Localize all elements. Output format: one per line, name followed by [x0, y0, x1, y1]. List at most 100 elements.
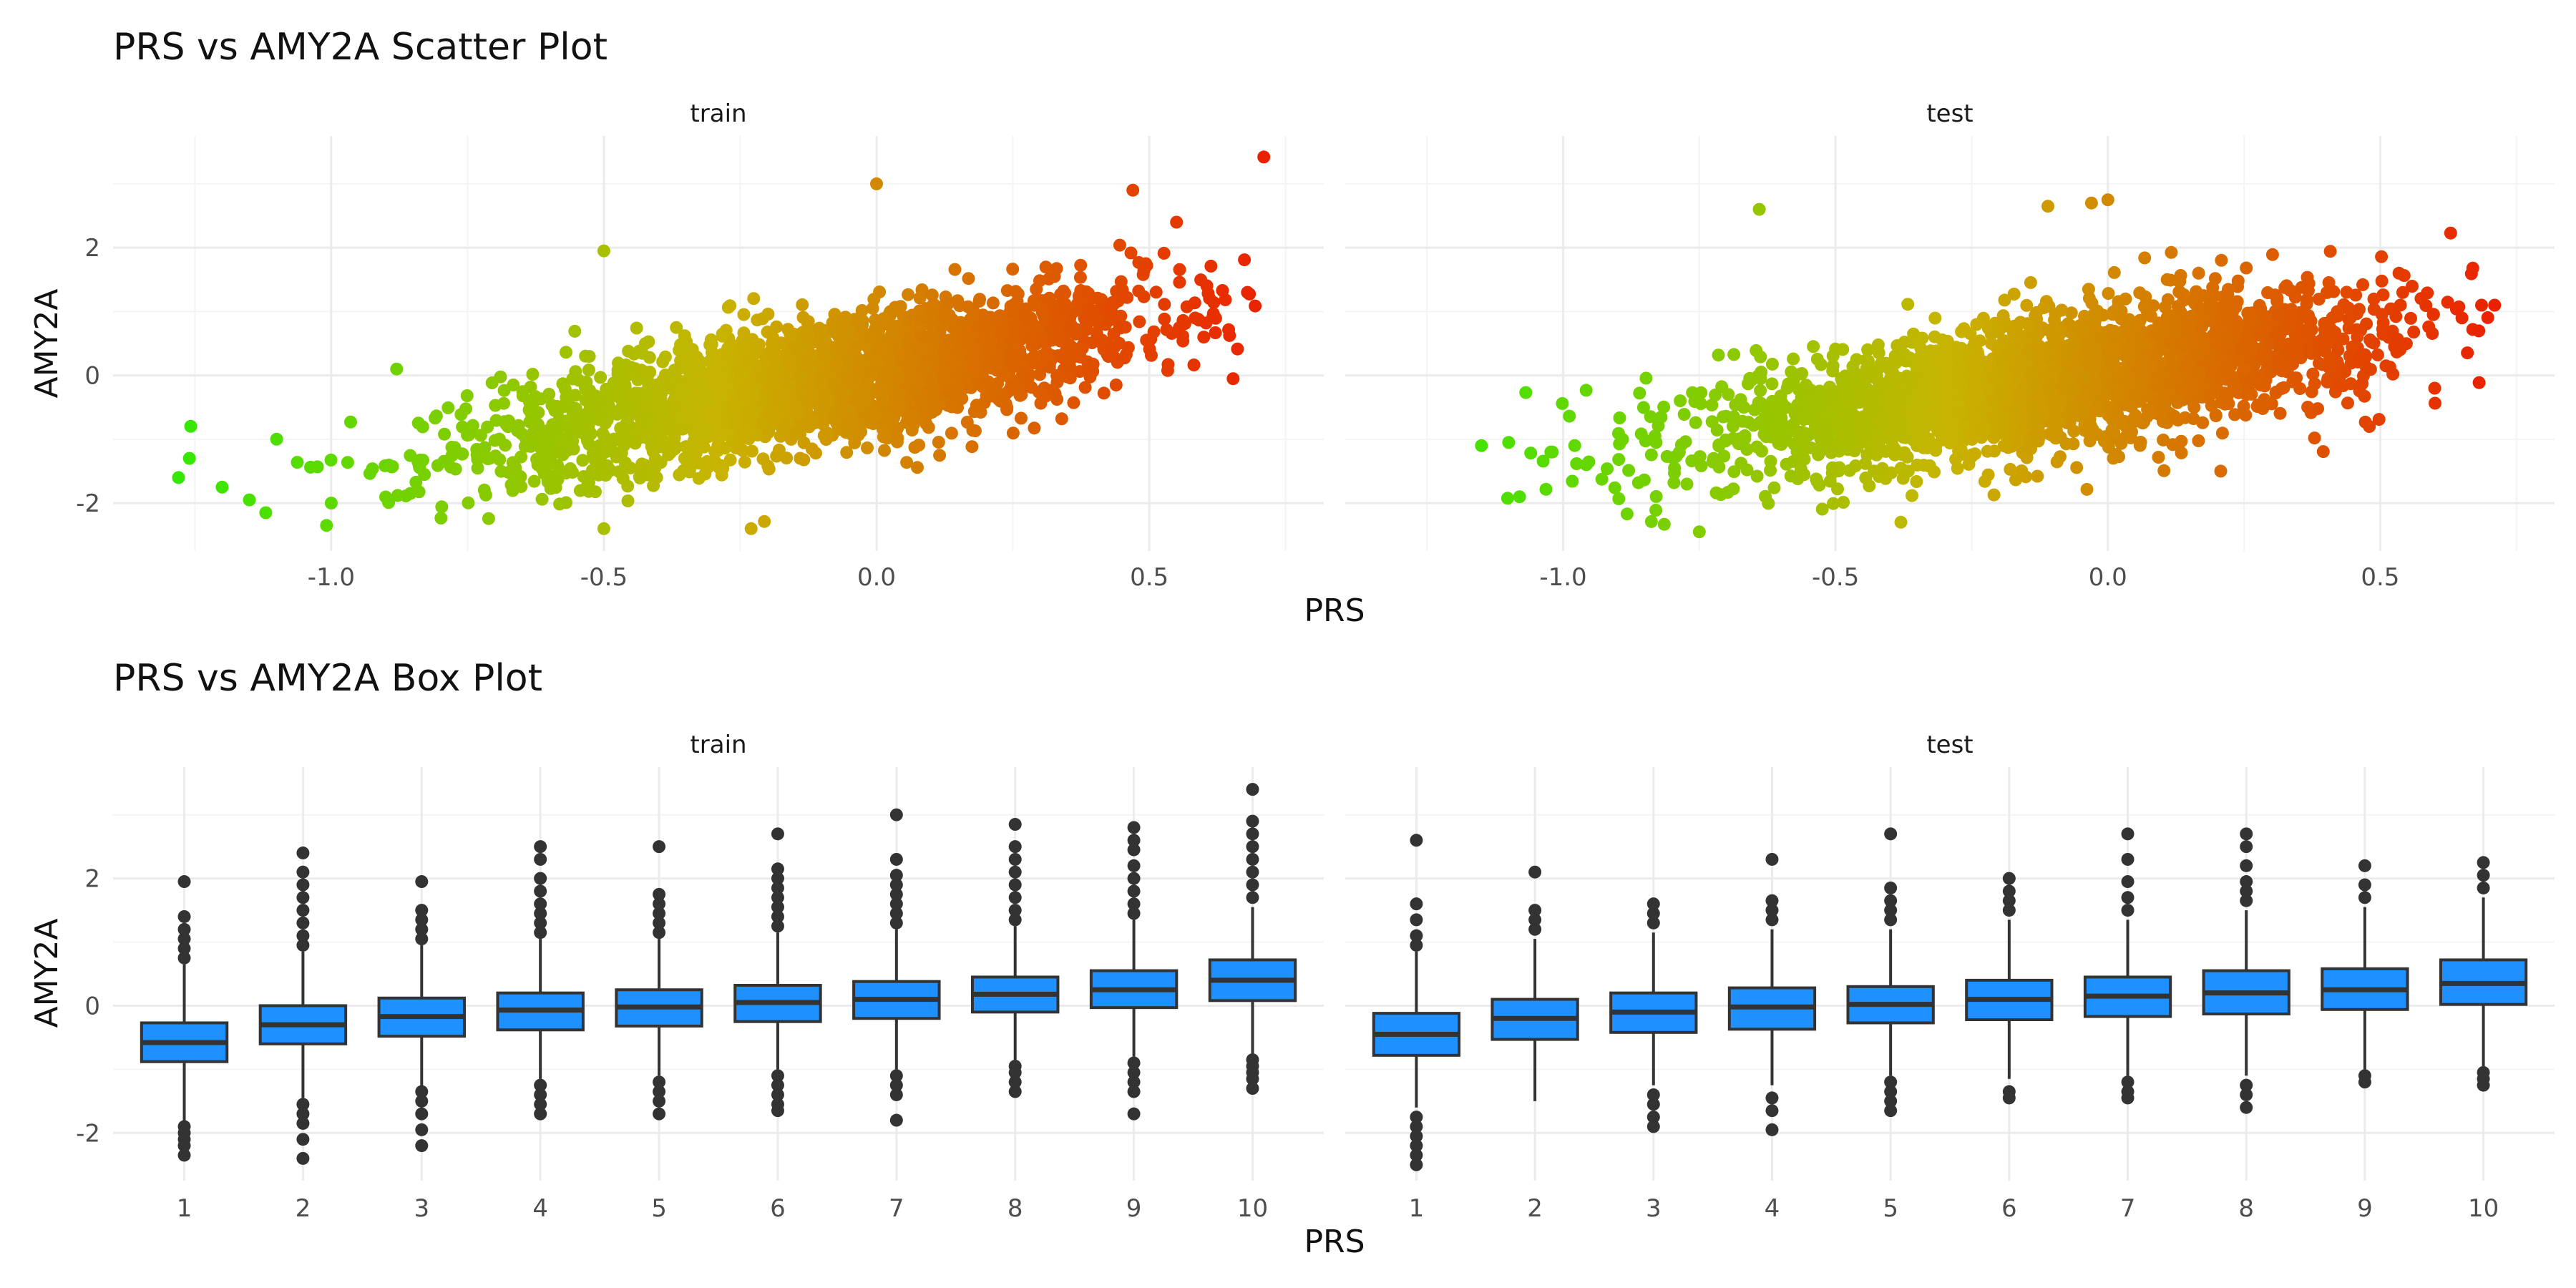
scatter-point: [494, 370, 507, 384]
scatter-point: [592, 454, 606, 467]
scatter-point: [809, 447, 822, 460]
scatter-point: [1622, 464, 1636, 477]
scatter-point: [956, 333, 970, 346]
scatter-point: [1524, 447, 1538, 460]
scatter-point: [714, 459, 728, 472]
scatter-point: [2167, 360, 2180, 374]
scatter-point: [603, 464, 617, 477]
scatter-point: [1039, 336, 1053, 350]
scatter-point: [827, 412, 841, 426]
scatter-point: [1086, 357, 1100, 371]
scatter-point: [2386, 367, 2400, 381]
scatter-point: [489, 414, 503, 427]
scatter-point: [243, 493, 256, 507]
scatter-point: [1133, 315, 1146, 328]
scatter-point: [999, 397, 1013, 411]
scatter-point: [835, 385, 849, 399]
scatter-point: [804, 389, 818, 403]
scatter-point: [712, 370, 726, 384]
scatter-point: [1033, 274, 1046, 288]
scatter-point: [324, 453, 338, 467]
scatter-point: [2016, 388, 2030, 401]
scatter-point: [933, 449, 947, 462]
scatter-point: [399, 489, 413, 502]
scatter-point: [1794, 367, 1807, 381]
scatter-point: [1608, 481, 1621, 494]
scatter-point: [818, 386, 831, 400]
scatter-point: [796, 311, 810, 324]
scatter-point: [1928, 311, 1942, 325]
scatter-point: [607, 376, 620, 390]
scatter-point: [791, 408, 805, 421]
scatter-point: [1968, 337, 1981, 351]
scatter-point: [784, 327, 797, 341]
scatter-point: [546, 418, 560, 431]
scatter-point: [1536, 454, 1550, 468]
scatter-point: [694, 375, 708, 389]
scatter-point: [942, 333, 956, 347]
scatter-point: [1006, 426, 1020, 440]
scatter-point: [382, 458, 396, 472]
scatter-point: [1114, 309, 1128, 323]
scatter-point: [1649, 504, 1663, 517]
scatter-point: [2301, 270, 2314, 284]
scatter-point: [182, 452, 196, 465]
scatter-point: [769, 409, 783, 423]
scatter-point: [840, 446, 854, 459]
scatter-point: [2404, 311, 2417, 325]
scatter-point: [741, 356, 755, 369]
scatter-point: [986, 296, 1000, 310]
scatter-point: [758, 514, 771, 528]
scatter-point: [1797, 413, 1810, 426]
scatter-point: [1762, 497, 1775, 510]
scatter-point: [492, 432, 506, 446]
scatter-point: [531, 418, 545, 431]
scatter-point: [866, 301, 879, 315]
scatter-point: [601, 444, 614, 458]
scatter-point: [958, 371, 971, 385]
scatter-point: [489, 449, 502, 463]
scatter-point: [618, 423, 631, 436]
scatter-point: [875, 391, 889, 404]
scatter-point: [1888, 349, 1902, 363]
scatter-point: [2127, 413, 2140, 426]
scatter-point: [852, 394, 865, 407]
x-tick-label: -1.0: [308, 563, 355, 592]
scatter-point: [831, 357, 844, 371]
scatter-point: [2230, 326, 2243, 339]
scatter-point: [435, 500, 449, 514]
scatter-point: [1556, 396, 1569, 410]
scatter-point: [2388, 340, 2401, 353]
scatter-point: [1827, 497, 1840, 510]
scatter-point: [1157, 246, 1171, 260]
scatter-point: [526, 368, 540, 381]
scatter-point: [1126, 183, 1140, 197]
scatter-point: [497, 396, 510, 410]
scatter-point: [855, 304, 869, 317]
scatter-point: [839, 311, 852, 324]
scatter-point: [710, 404, 723, 417]
scatter-point: [454, 408, 468, 421]
scatter-point: [1075, 341, 1089, 355]
scatter-point: [1194, 273, 1208, 287]
y-tick-label: -2: [76, 489, 100, 518]
scatter-point: [1901, 298, 1915, 311]
scatter-point: [1053, 334, 1067, 348]
scatter-point: [1039, 260, 1053, 274]
scatter-point: [2152, 451, 2165, 464]
scatter-point: [1173, 275, 1186, 289]
scatter-point: [2014, 329, 2027, 343]
scatter-point: [746, 333, 759, 346]
scatter-point: [675, 389, 688, 403]
scatter-point: [1906, 489, 1918, 502]
scatter-point: [2165, 245, 2178, 259]
scatter-point: [560, 346, 572, 359]
scatter-point: [968, 424, 982, 438]
scatter-point: [629, 386, 643, 400]
scatter-point: [2107, 265, 2121, 279]
scatter-point: [416, 420, 429, 434]
scatter-point: [861, 441, 874, 454]
scatter-point: [712, 433, 726, 447]
scatter-point: [1929, 400, 1943, 414]
scatter-point: [594, 371, 608, 384]
